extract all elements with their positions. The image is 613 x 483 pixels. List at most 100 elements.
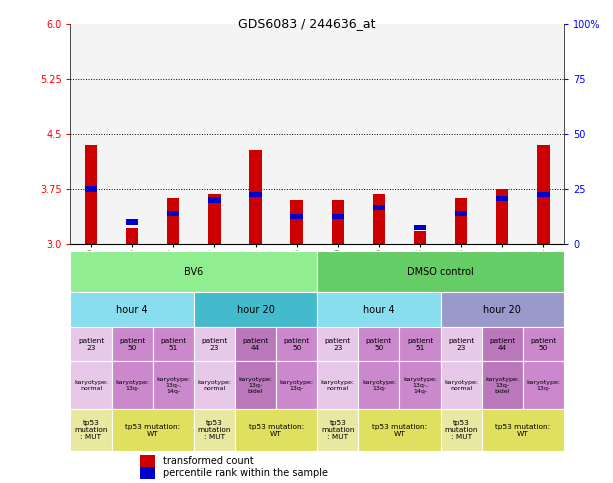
Bar [318,24,359,244]
Text: karyotype:
normal: karyotype: normal [321,380,355,391]
Bar [455,211,467,216]
Bar [235,361,276,410]
Bar [441,410,482,451]
Bar [126,219,139,225]
Bar [482,361,523,410]
Bar [194,410,235,451]
Bar [112,327,153,361]
Text: patient
50: patient 50 [119,338,145,351]
Bar [359,327,400,361]
Bar [70,327,112,361]
Text: tp53 mutation:
WT: tp53 mutation: WT [125,424,180,437]
Text: karyotype:
normal: karyotype: normal [444,380,478,391]
Bar [318,327,359,361]
Bar [291,200,303,244]
Bar [112,410,194,451]
Bar [496,196,508,201]
Text: hour 20: hour 20 [483,305,521,314]
Text: patient
23: patient 23 [78,338,104,351]
Bar [523,361,564,410]
Text: karyotype:
13q-: karyotype: 13q- [115,380,149,391]
Bar [373,194,385,244]
Bar [441,327,482,361]
Bar [441,361,482,410]
Bar [537,192,550,197]
Text: karyotype:
13q-: karyotype: 13q- [280,380,314,391]
Text: patient
50: patient 50 [366,338,392,351]
Text: karyotype:
normal: karyotype: normal [74,380,108,391]
Bar [318,251,564,292]
Text: DMSO control: DMSO control [407,267,474,277]
Bar [153,24,194,244]
Bar [400,327,441,361]
Text: patient
23: patient 23 [448,338,474,351]
Bar [414,231,426,244]
Bar [208,198,221,202]
Bar [167,211,180,216]
Text: karyotype:
13q-: karyotype: 13q- [362,380,396,391]
Bar [318,361,359,410]
Bar [441,292,564,327]
Bar [400,361,441,410]
Text: BV6: BV6 [185,267,204,277]
Bar [235,410,318,451]
Bar [482,327,523,361]
Bar [70,292,194,327]
Bar [70,410,112,451]
Text: tp53
mutation
: MUT: tp53 mutation : MUT [321,420,354,440]
Text: patient
44: patient 44 [489,338,516,351]
Text: percentile rank within the sample: percentile rank within the sample [163,468,328,478]
Text: hour 4: hour 4 [363,305,395,314]
Bar [359,361,400,410]
Bar [235,24,276,244]
Text: patient
51: patient 51 [407,338,433,351]
Bar [140,455,155,467]
Text: hour 4: hour 4 [116,305,148,314]
Bar [85,145,97,244]
Text: patient
50: patient 50 [530,338,557,351]
Bar [70,24,112,244]
Bar [194,24,235,244]
Bar [194,327,235,361]
Bar [332,200,344,244]
Text: tp53
mutation
: MUT: tp53 mutation : MUT [197,420,231,440]
Bar [194,361,235,410]
Text: karyotype:
13q-,
14q-: karyotype: 13q-, 14q- [156,377,190,394]
Bar [332,213,344,219]
Bar [359,410,441,451]
Bar [482,410,564,451]
Bar [455,199,467,244]
Bar [194,292,318,327]
Text: patient
50: patient 50 [284,338,310,351]
Text: karyotype:
13q-
bidel: karyotype: 13q- bidel [238,377,273,394]
Text: transformed count: transformed count [163,456,254,466]
Text: tp53
mutation
: MUT: tp53 mutation : MUT [74,420,108,440]
Bar [291,213,303,219]
Bar [126,228,139,244]
Bar [208,194,221,244]
Bar [523,327,564,361]
Bar [482,24,523,244]
Bar [400,24,441,244]
Text: tp53
mutation
: MUT: tp53 mutation : MUT [444,420,478,440]
Text: GDS6083 / 244636_at: GDS6083 / 244636_at [238,17,375,30]
Text: patient
23: patient 23 [325,338,351,351]
Bar [167,199,180,244]
Text: patient
51: patient 51 [160,338,186,351]
Bar [70,251,318,292]
Bar [85,186,97,192]
Text: karyotype:
13q-
bidel: karyotype: 13q- bidel [485,377,519,394]
Bar [276,327,318,361]
Bar [523,24,564,244]
Bar [276,361,318,410]
Bar [249,150,262,244]
Text: patient
44: patient 44 [242,338,268,351]
Text: patient
23: patient 23 [201,338,227,351]
Bar [112,361,153,410]
Text: hour 20: hour 20 [237,305,275,314]
Text: karyotype:
13q-: karyotype: 13q- [527,380,560,391]
Bar [318,292,441,327]
Bar [441,24,482,244]
Bar [318,410,359,451]
Text: tp53 mutation:
WT: tp53 mutation: WT [495,424,550,437]
